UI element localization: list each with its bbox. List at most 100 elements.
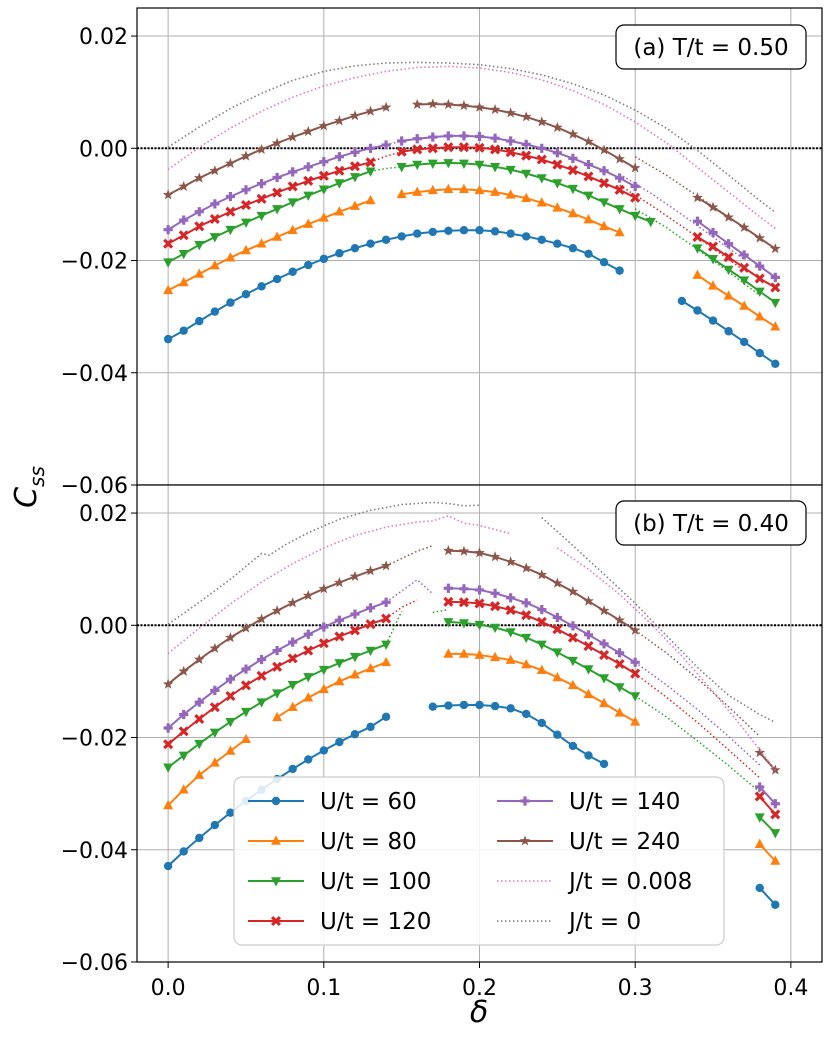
data-point-U100 [163, 258, 174, 268]
data-point-U120 [583, 641, 594, 652]
data-point-U240 [349, 110, 361, 121]
data-point-U60 [693, 306, 702, 315]
x-tick-label: 0.3 [618, 976, 653, 1001]
data-point-U120 [583, 171, 594, 182]
legend-item-J008: J/t = 0.008 [497, 869, 692, 895]
data-point-U120 [381, 613, 392, 624]
data-point-U140 [256, 179, 267, 189]
data-point-U120 [365, 157, 376, 168]
legend-item-U120: U/t = 120 [248, 909, 431, 935]
data-point-U80 [194, 769, 205, 779]
data-point-U140 [506, 136, 516, 146]
x-axis-label: δ [470, 995, 488, 1030]
data-point-U60 [257, 282, 266, 291]
data-point-U140 [319, 622, 329, 632]
data-point-U140 [350, 147, 360, 157]
data-point-U240 [365, 565, 376, 576]
data-point-U120 [163, 739, 174, 750]
data-point-U140 [365, 143, 376, 153]
data-point-U140 [770, 272, 780, 282]
data-point-U60 [335, 737, 344, 747]
data-point-U240 [458, 545, 470, 556]
data-point-U240 [536, 569, 548, 580]
data-point-U140 [474, 131, 485, 142]
data-point-U80 [630, 716, 641, 726]
legend-item-U100: U/t = 100 [248, 869, 431, 895]
data-point-U240 [769, 243, 781, 254]
legend-item-U80: U/t = 80 [248, 829, 417, 855]
data-point-U240 [162, 678, 174, 689]
data-point-U80 [303, 218, 314, 228]
data-point-U140 [739, 250, 749, 260]
data-point-U140 [599, 166, 609, 176]
y-tick-label: −0.06 [61, 474, 128, 499]
data-point-U240 [692, 192, 703, 203]
data-point-U60 [413, 229, 422, 238]
data-point-U140 [506, 593, 516, 603]
legend-label: U/t = 100 [320, 869, 431, 895]
data-point-U120 [490, 144, 501, 155]
data-point-U120 [521, 610, 532, 621]
data-point-U100 [645, 218, 656, 228]
data-point-U80 [334, 675, 345, 686]
data-point-U140 [568, 621, 578, 631]
data-point-U120 [287, 653, 298, 664]
data-point-U120 [505, 147, 516, 158]
data-point-U240 [598, 144, 610, 155]
data-point-U140 [381, 597, 391, 607]
data-point-U60 [288, 267, 297, 276]
data-point-U240 [567, 128, 579, 139]
series-line-J008 [556, 547, 776, 771]
data-point-U120 [256, 193, 267, 204]
data-point-U60 [522, 232, 531, 241]
x-tick-label: 0.0 [151, 976, 186, 1001]
y-tick-label: −0.06 [61, 951, 128, 976]
data-point-U60 [506, 704, 515, 713]
data-point-U120 [163, 238, 174, 249]
data-point-U80 [536, 197, 547, 207]
data-point-U100 [334, 659, 345, 669]
data-point-U100 [723, 265, 734, 276]
series-line-J008 [167, 65, 776, 230]
data-point-U60 [459, 226, 469, 235]
data-point-U60 [304, 260, 313, 270]
data-point-U140 [225, 191, 236, 202]
data-point-U80 [739, 300, 750, 310]
legend-item-U140: U/t = 140 [497, 789, 680, 815]
data-point-U100 [209, 728, 220, 738]
data-point-U100 [396, 163, 407, 173]
data-point-U60 [428, 227, 437, 237]
data-point-U240 [178, 180, 190, 191]
data-point-U80 [334, 206, 345, 216]
data-point-U100 [209, 233, 220, 243]
data-point-U120 [614, 184, 625, 195]
data-point-U140 [179, 215, 189, 225]
dotted-guide-line [634, 156, 761, 239]
data-point-U120 [505, 605, 516, 616]
data-point-U240 [365, 105, 376, 116]
data-point-U100 [458, 619, 469, 629]
y-tick-label: −0.02 [61, 727, 128, 752]
data-point-U60 [708, 316, 718, 325]
data-point-U240 [271, 137, 283, 148]
data-point-U80 [287, 701, 298, 712]
data-point-U120 [723, 252, 734, 263]
data-point-U140 [381, 140, 391, 150]
data-point-U120 [567, 165, 578, 176]
legend-item-U240: U/t = 240 [497, 829, 680, 855]
dotted-guide-line [619, 184, 745, 272]
data-point-U120 [427, 143, 438, 154]
data-point-U120 [318, 170, 329, 181]
data-point-U120 [287, 181, 298, 192]
data-point-U100 [240, 707, 251, 718]
data-point-U60 [599, 759, 609, 769]
data-point-U80 [552, 671, 563, 682]
data-point-U80 [583, 688, 594, 699]
data-point-U80 [474, 649, 485, 659]
data-point-U60 [272, 274, 282, 284]
data-point-U60 [568, 741, 578, 751]
x-tick-label: 0.1 [306, 976, 341, 1001]
dotted-guide-line [634, 661, 761, 766]
data-point-U80 [178, 276, 189, 287]
data-point-U100 [178, 751, 189, 761]
